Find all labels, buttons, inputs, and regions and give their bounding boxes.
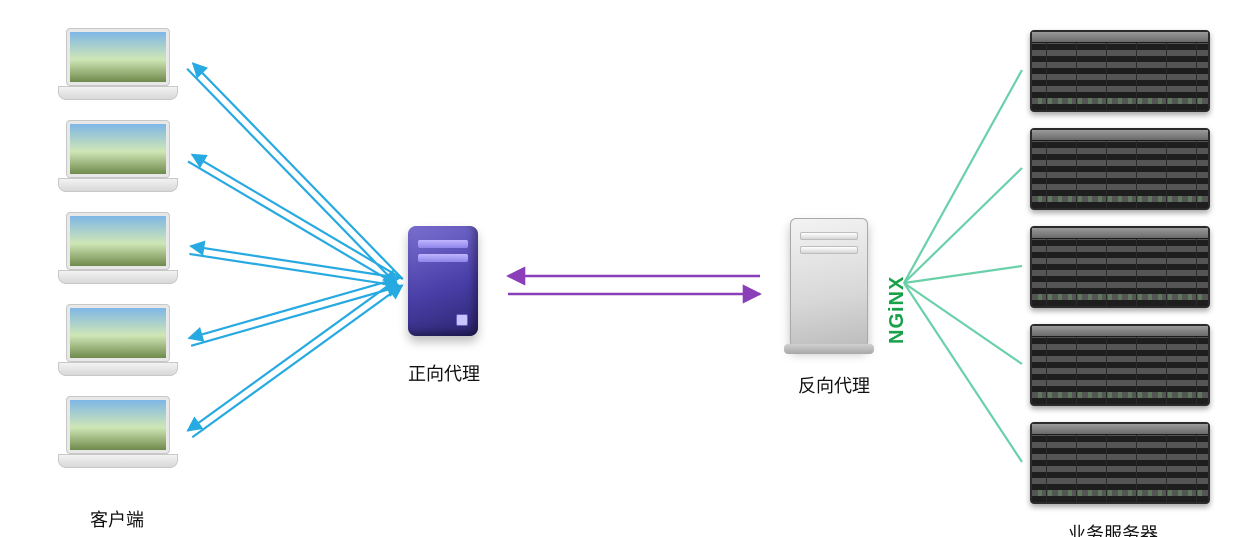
client-laptop — [58, 212, 178, 288]
proxy-to-backend-line — [904, 283, 1022, 462]
client-to-proxy-arrow — [192, 285, 402, 437]
client-laptop — [58, 120, 178, 196]
client-to-proxy-arrow — [191, 286, 401, 346]
proxy-to-client-arrow — [189, 278, 399, 338]
backend-server-rack — [1030, 226, 1210, 308]
proxy-to-backend-line — [904, 70, 1022, 283]
backend-server-rack — [1030, 30, 1210, 112]
backend-server-rack — [1030, 422, 1210, 504]
backend-label: 业务服务器 — [1068, 520, 1158, 537]
forward-proxy-label: 正向代理 — [408, 360, 480, 386]
backend-server-rack — [1030, 324, 1210, 406]
forward-proxy-server — [408, 226, 478, 336]
proxy-to-client-arrow — [193, 63, 403, 279]
proxy-to-backend-line — [904, 283, 1022, 364]
reverse-proxy-label: 反向代理 — [798, 372, 870, 398]
client-to-proxy-arrow — [188, 161, 398, 285]
client-laptop — [58, 28, 178, 104]
client-laptop — [58, 396, 178, 472]
client-laptop — [58, 304, 178, 380]
proxy-to-client-arrow — [188, 279, 398, 431]
diagram-stage: NGiNX 客户端 正向代理 反向代理 业务服务器 — [0, 0, 1240, 537]
reverse-proxy-server — [790, 218, 868, 348]
nginx-logo-text: NGiNX — [886, 276, 909, 344]
client-to-proxy-arrow — [189, 254, 399, 286]
backend-server-rack — [1030, 128, 1210, 210]
client-to-proxy-arrow — [187, 69, 397, 285]
proxy-to-backend-line — [904, 266, 1022, 283]
proxy-to-client-arrow — [191, 246, 401, 278]
proxy-to-client-arrow — [192, 155, 402, 279]
proxy-to-backend-line — [904, 168, 1022, 283]
clients-label: 客户端 — [90, 506, 144, 532]
